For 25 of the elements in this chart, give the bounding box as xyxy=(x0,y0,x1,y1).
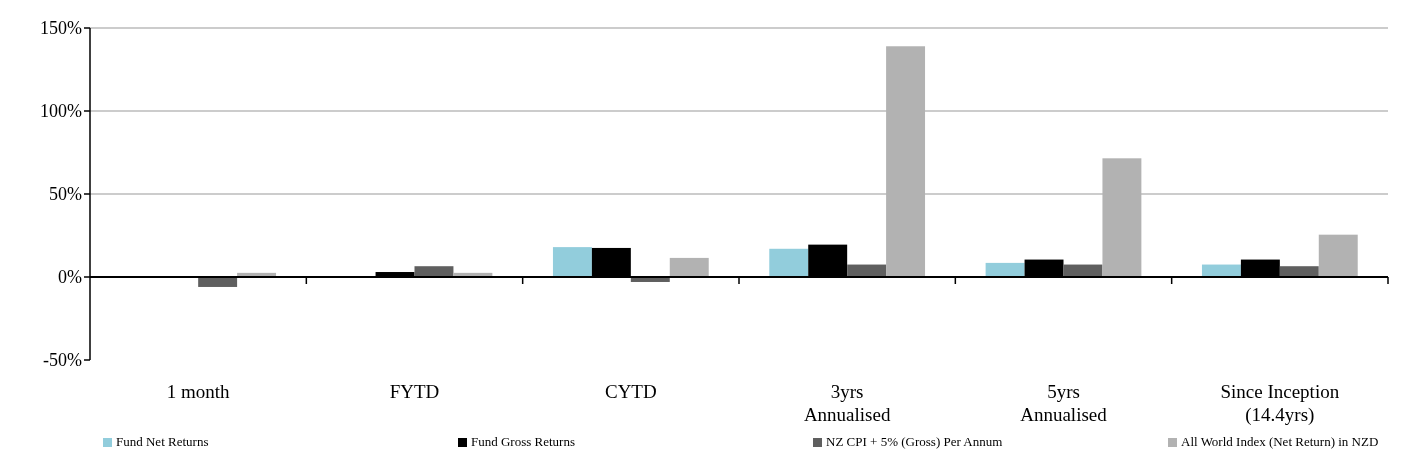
x-tick-label: 3yrs Annualised xyxy=(803,381,891,425)
bar xyxy=(1318,234,1358,277)
legend-label: All World Index (Net Return) in NZD xyxy=(1181,434,1379,449)
legend-label: Fund Gross Returns xyxy=(471,434,576,449)
x-tick-label: 5yrs Annualised xyxy=(1020,381,1108,425)
y-tick-label: 150% xyxy=(40,18,82,39)
x-tick-label: FYTD xyxy=(389,381,440,402)
legend-label: NZ CPI + 5% (Gross) Per Annum xyxy=(826,434,1003,449)
bar xyxy=(414,266,454,277)
y-tick-label: -50% xyxy=(43,350,82,371)
bar xyxy=(886,46,926,277)
x-tick-label: Since Inception (14.4yrs) xyxy=(1220,381,1340,426)
bar xyxy=(198,277,238,287)
y-tick-label: 100% xyxy=(40,101,82,122)
bar xyxy=(552,247,592,277)
bar xyxy=(669,257,709,277)
bar xyxy=(769,248,809,277)
bar xyxy=(1102,158,1142,277)
y-tick-label: 50% xyxy=(49,184,82,205)
bar xyxy=(985,262,1025,277)
legend-label: Fund Net Returns xyxy=(116,434,209,449)
x-tick-label: CYTD xyxy=(604,381,657,402)
bar xyxy=(1279,266,1319,277)
x-tick-label: 1 month xyxy=(166,381,231,402)
y-tick-label: 0% xyxy=(58,267,82,288)
